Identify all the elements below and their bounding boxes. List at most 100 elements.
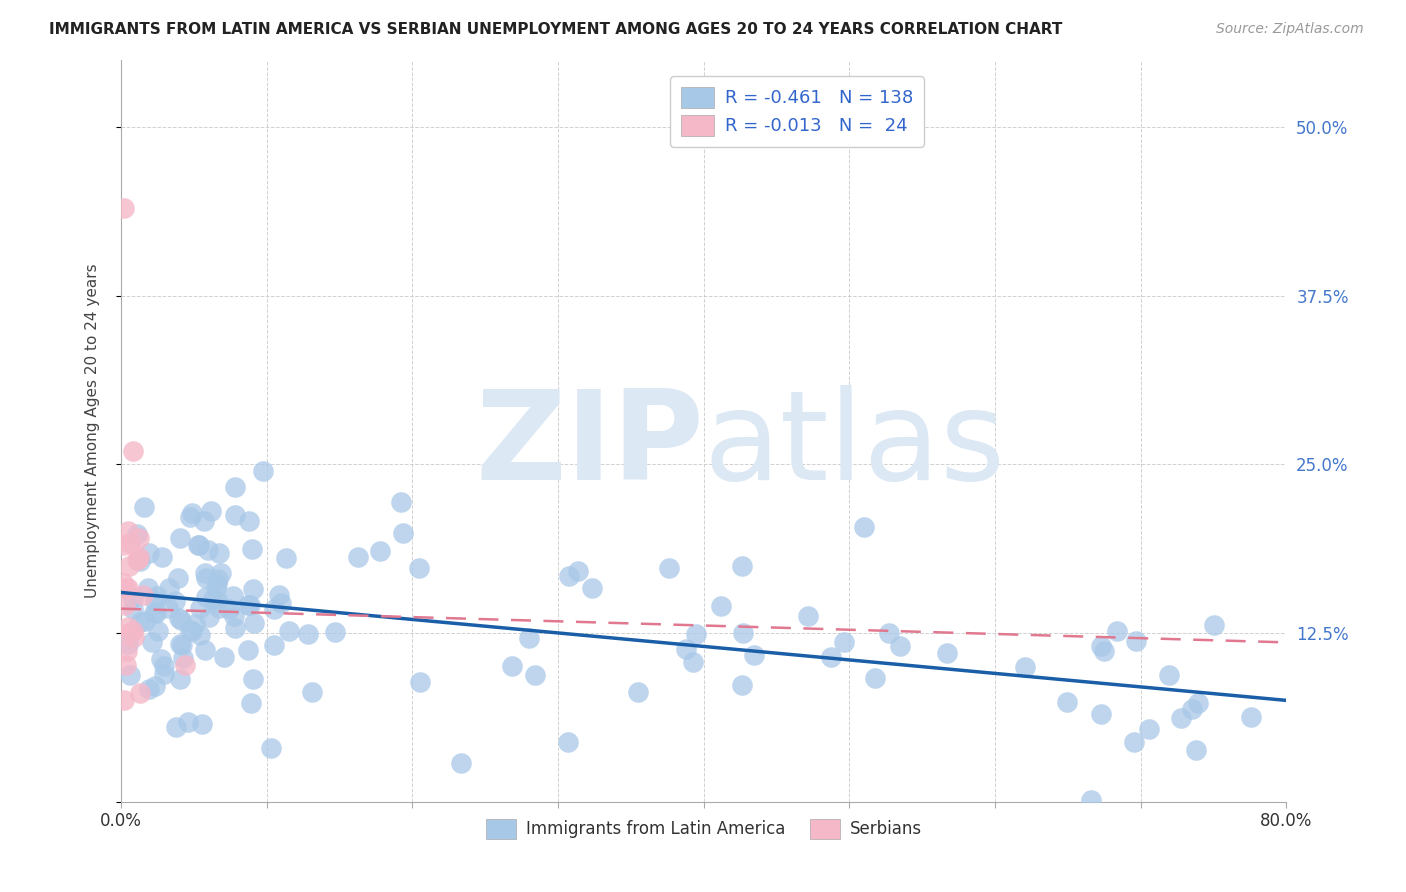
Point xyxy=(202,591,225,606)
Point xyxy=(184,617,207,632)
Point xyxy=(180,624,202,638)
Point xyxy=(224,508,246,523)
Point xyxy=(152,659,174,673)
Point xyxy=(1185,743,1208,757)
Point xyxy=(274,551,297,566)
Point xyxy=(682,655,704,669)
Point xyxy=(193,514,215,528)
Point xyxy=(347,549,370,564)
Point xyxy=(557,735,579,749)
Point xyxy=(1170,710,1192,724)
Point xyxy=(1157,667,1180,681)
Point xyxy=(558,568,581,582)
Point xyxy=(879,626,901,640)
Point xyxy=(150,550,173,565)
Point xyxy=(391,525,413,540)
Text: IMMIGRANTS FROM LATIN AMERICA VS SERBIAN UNEMPLOYMENT AMONG AGES 20 TO 24 YEARS : IMMIGRANTS FROM LATIN AMERICA VS SERBIAN… xyxy=(49,22,1063,37)
Point xyxy=(120,536,142,550)
Point xyxy=(169,637,191,651)
Point xyxy=(389,495,412,509)
Legend: Immigrants from Latin America, Serbians: Immigrants from Latin America, Serbians xyxy=(479,813,929,846)
Point xyxy=(236,643,259,657)
Point xyxy=(1181,702,1204,716)
Point xyxy=(524,667,547,681)
Point xyxy=(224,621,246,635)
Point xyxy=(195,571,218,585)
Point xyxy=(179,510,201,524)
Point xyxy=(128,686,150,700)
Point xyxy=(834,635,856,649)
Point xyxy=(145,589,167,603)
Point xyxy=(222,589,245,603)
Point xyxy=(142,606,165,620)
Point xyxy=(112,201,135,215)
Point xyxy=(169,672,191,686)
Point xyxy=(685,627,707,641)
Point xyxy=(1090,707,1112,722)
Point xyxy=(188,538,211,552)
Point xyxy=(252,464,274,478)
Point xyxy=(186,538,208,552)
Point xyxy=(146,624,169,638)
Point xyxy=(224,609,246,624)
Point xyxy=(127,527,149,541)
Point xyxy=(409,675,432,690)
Point xyxy=(1092,644,1115,658)
Point xyxy=(190,628,212,642)
Point xyxy=(450,756,472,770)
Point xyxy=(121,624,143,638)
Point xyxy=(1240,709,1263,723)
Point xyxy=(277,624,299,639)
Point xyxy=(128,531,150,545)
Point xyxy=(118,559,141,574)
Point xyxy=(117,620,139,634)
Point xyxy=(112,693,135,707)
Point xyxy=(1080,793,1102,807)
Point xyxy=(134,614,156,628)
Point xyxy=(205,576,228,591)
Point xyxy=(115,657,138,672)
Point xyxy=(301,685,323,699)
Y-axis label: Unemployment Among Ages 20 to 24 years: Unemployment Among Ages 20 to 24 years xyxy=(86,263,100,598)
Point xyxy=(145,606,167,620)
Point xyxy=(167,611,190,625)
Point xyxy=(1090,639,1112,653)
Point xyxy=(177,714,200,729)
Point xyxy=(1125,634,1147,648)
Point xyxy=(169,531,191,545)
Point xyxy=(124,631,146,645)
Point xyxy=(567,564,589,578)
Point xyxy=(853,520,876,534)
Point xyxy=(731,626,754,640)
Point xyxy=(115,627,138,641)
Point xyxy=(408,561,430,575)
Point xyxy=(200,504,222,518)
Point xyxy=(117,637,139,651)
Text: ZIP: ZIP xyxy=(475,385,704,506)
Point xyxy=(1014,659,1036,673)
Point xyxy=(156,600,179,615)
Point xyxy=(238,514,260,528)
Point xyxy=(180,506,202,520)
Point xyxy=(208,546,231,560)
Point xyxy=(114,598,136,612)
Point xyxy=(242,672,264,686)
Point xyxy=(169,613,191,627)
Point xyxy=(129,615,152,629)
Point xyxy=(163,593,186,607)
Point xyxy=(368,544,391,558)
Point xyxy=(194,566,217,580)
Point xyxy=(132,500,155,515)
Point xyxy=(1137,723,1160,737)
Point xyxy=(179,623,201,637)
Point xyxy=(263,602,285,616)
Point xyxy=(501,658,523,673)
Point xyxy=(152,667,174,681)
Point xyxy=(212,650,235,665)
Point xyxy=(267,588,290,602)
Point xyxy=(1123,735,1146,749)
Point xyxy=(208,600,231,615)
Point xyxy=(143,594,166,608)
Point xyxy=(742,648,765,663)
Point xyxy=(117,581,139,595)
